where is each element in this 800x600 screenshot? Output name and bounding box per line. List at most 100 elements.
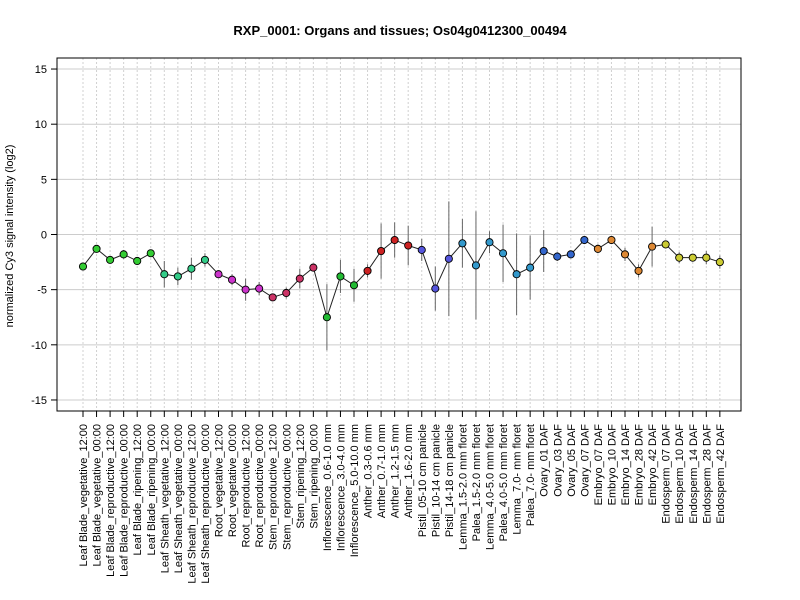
x-tick-label: Root_reproductive_00:00 <box>254 424 266 548</box>
data-point <box>349 281 359 290</box>
x-tick-label: Embryo_10 DAF <box>606 424 618 506</box>
data-point <box>282 288 291 298</box>
x-tick-label: Pistil_14-18 cm panicle <box>444 424 456 537</box>
data-point <box>431 284 440 293</box>
x-tick-label: Stem_reproductive_00:00 <box>281 424 293 550</box>
data-point <box>92 244 101 253</box>
x-tick-label: Leaf Sheath_reproductive_12:00 <box>186 424 198 584</box>
x-tick-label: Embryo_28 DAF <box>634 424 646 506</box>
data-point <box>119 250 128 259</box>
data-point <box>295 274 304 283</box>
data-point <box>417 245 426 254</box>
data-point <box>106 255 115 264</box>
data-point <box>363 266 372 275</box>
data-point <box>336 272 345 281</box>
x-tick-label: Anther_1.6-2.0 mm <box>403 424 415 518</box>
x-tick-label: Ovary_07 DAF <box>579 424 591 497</box>
data-point <box>268 293 277 302</box>
x-tick-label: Endosperm_14 DAF <box>688 424 700 524</box>
x-tick-label: Leaf Blade_ripening_12:00 <box>132 424 144 556</box>
x-tick-label: Embryo_07 DAF <box>593 424 605 506</box>
data-point <box>715 258 724 267</box>
data-point <box>661 240 670 249</box>
data-point <box>458 239 467 248</box>
data-point <box>607 235 616 245</box>
data-point <box>498 249 508 258</box>
data-point <box>173 272 182 281</box>
data-point <box>214 270 223 279</box>
data-point <box>566 250 575 259</box>
x-tick-label: Palea_1.5-2.0 mm floret <box>471 424 483 541</box>
data-point <box>78 262 88 271</box>
x-tick-label: Lemma_1.5-2.0 mm floret <box>457 424 469 550</box>
x-tick-label: Root_vegetative_12:00 <box>214 424 226 537</box>
data-point <box>471 261 481 270</box>
x-tick-label: Anther_0.3-0.6 mm <box>363 424 375 518</box>
x-tick-label: Leaf Blade_reproductive_12:00 <box>105 424 117 577</box>
y-axis-label: normalized Cy3 signal intensity (log2) <box>4 145 16 328</box>
data-point <box>675 253 684 262</box>
y-tick-label: 5 <box>41 174 47 186</box>
x-tick-label: Stem_ripening_12:00 <box>295 424 307 529</box>
x-tick-label: Anther_1.2-1.5 mm <box>390 424 402 518</box>
x-tick-label: Leaf Sheath_vegetative_12:00 <box>159 424 171 573</box>
x-axis: Leaf Blade_vegetative_12:00 Leaf Blade_ve… <box>78 411 727 584</box>
x-tick-label: Lemma_7.0- mm floret <box>512 424 524 535</box>
x-tick-label: Inflorescence_5.0-10.0 mm <box>349 424 361 557</box>
data-point <box>444 254 453 263</box>
data-point <box>688 253 697 262</box>
x-tick-label: Root_vegetative_00:00 <box>227 424 239 537</box>
x-tick-label: Leaf Sheath_vegetative_00:00 <box>173 424 185 573</box>
x-tick-label: Embryo_14 DAF <box>620 424 632 506</box>
y-tick-label: 15 <box>35 64 47 76</box>
y-tick-label: -15 <box>31 395 47 407</box>
y-tick-label: -10 <box>31 340 47 352</box>
chart-title: RXP_0001: Organs and tissues; Os04g04123… <box>233 23 567 38</box>
data-point <box>377 246 386 256</box>
grid <box>57 58 741 411</box>
x-tick-label: Lemma_4.0-5.0 mm floret <box>485 424 497 550</box>
x-tick-label: Leaf Blade_vegetative_00:00 <box>92 424 104 567</box>
x-tick-label: Endosperm_10 DAF <box>674 424 686 524</box>
x-tick-label: Inflorescence_3.0-4.0 mm <box>335 424 347 551</box>
x-tick-label: Leaf Blade_reproductive_00:00 <box>119 424 131 577</box>
data-point <box>702 253 711 262</box>
data-point <box>512 270 521 279</box>
x-tick-label: Endosperm_07 DAF <box>661 424 673 524</box>
data-point <box>200 255 209 264</box>
x-tick-label: Ovary_05 DAF <box>566 424 578 497</box>
y-tick-label: -5 <box>37 285 47 297</box>
x-tick-label: Root_reproductive_12:00 <box>241 424 253 548</box>
data-point <box>322 313 331 322</box>
plot-area <box>78 201 724 351</box>
x-tick-label: Leaf Blade_vegetative_12:00 <box>78 424 90 567</box>
x-tick-label: Palea_4.0-5.0 mm floret <box>498 424 510 541</box>
data-point <box>309 263 318 272</box>
x-tick-label: Ovary_01 DAF <box>539 424 551 497</box>
data-point <box>133 256 142 266</box>
data-point <box>160 270 169 279</box>
data-point <box>227 275 237 284</box>
x-tick-label: Ovary_03 DAF <box>552 424 564 497</box>
x-tick-label: Pistil_10-14 cm panicle <box>430 424 442 537</box>
data-point <box>241 285 250 294</box>
x-tick-label: Stem_ripening_00:00 <box>308 424 320 529</box>
x-tick-label: Palea_7.0- mm floret <box>525 424 537 526</box>
y-axis: -15 -10 -5 0 5 10 15 <box>31 64 57 407</box>
data-point <box>539 246 548 256</box>
data-point <box>620 250 630 259</box>
x-tick-label: Endosperm_28 DAF <box>701 424 713 524</box>
data-point <box>404 241 413 250</box>
x-tick-label: Pistil_05-10 cm panicle <box>417 424 429 537</box>
data-point <box>146 249 155 258</box>
data-point <box>634 266 643 275</box>
x-tick-label: Anther_0.7-1.0 mm <box>376 424 388 518</box>
x-tick-label: Embryo_42 DAF <box>647 424 659 506</box>
data-point <box>485 238 494 247</box>
data-point <box>390 235 399 245</box>
x-tick-label: Leaf Sheath_reproductive_00:00 <box>200 424 212 584</box>
data-point <box>580 235 589 245</box>
x-tick-label: Inflorescence_0.6-1.0 mm <box>322 424 334 551</box>
x-tick-label: Leaf Blade_ripening_00:00 <box>146 424 158 556</box>
